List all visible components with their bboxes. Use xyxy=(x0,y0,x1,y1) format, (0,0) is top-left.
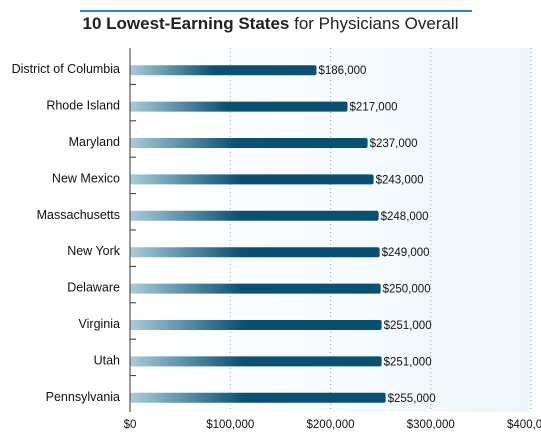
value-label: $248,000 xyxy=(381,211,429,223)
bar xyxy=(130,101,348,112)
bar xyxy=(130,174,374,185)
x-tick-label: $100,000 xyxy=(206,419,254,431)
x-tick-label: $300,000 xyxy=(407,419,455,431)
chart-title: 10 Lowest-Earning States for Physicians … xyxy=(0,14,541,34)
value-label: $186,000 xyxy=(318,65,366,77)
category-label: New York xyxy=(67,244,121,258)
bar xyxy=(130,356,382,367)
chart-title-bold: 10 Lowest-Earning States xyxy=(82,14,290,33)
bar xyxy=(130,247,380,258)
x-tick-label: $200,000 xyxy=(307,419,355,431)
category-label: Rhode Island xyxy=(46,99,120,113)
value-label: $251,000 xyxy=(384,356,432,368)
value-label: $255,000 xyxy=(388,393,436,405)
value-label: $250,000 xyxy=(383,284,431,296)
category-label: New Mexico xyxy=(52,171,120,185)
value-label: $249,000 xyxy=(382,247,430,259)
bar xyxy=(130,210,379,221)
category-label: Pennsylvania xyxy=(46,390,120,404)
bar xyxy=(130,65,317,76)
bar xyxy=(130,320,382,330)
bar xyxy=(130,283,381,294)
bar xyxy=(130,138,368,148)
bars: $186,000 District of Columbia $217,000 Rhod… xyxy=(12,62,436,405)
value-label: $251,000 xyxy=(384,320,432,332)
chart-title-rest: for Physicians Overall xyxy=(289,14,459,33)
x-axis: $0 $100,000 $200,000 $300,000 $400,000 xyxy=(124,48,541,431)
category-label: Delaware xyxy=(67,281,120,295)
x-tick-label: $0 xyxy=(124,419,137,431)
value-label: $217,000 xyxy=(350,102,398,114)
value-label: $243,000 xyxy=(376,174,424,186)
category-label: Massachusetts xyxy=(37,208,120,222)
bar xyxy=(130,392,386,403)
category-label: Utah xyxy=(94,353,120,367)
category-label: Maryland xyxy=(69,135,120,149)
title-rule xyxy=(80,10,472,12)
x-tick-label: $400,000 xyxy=(507,419,541,431)
category-label: Virginia xyxy=(79,317,121,331)
value-label: $237,000 xyxy=(370,138,418,150)
category-label: District of Columbia xyxy=(12,62,120,76)
